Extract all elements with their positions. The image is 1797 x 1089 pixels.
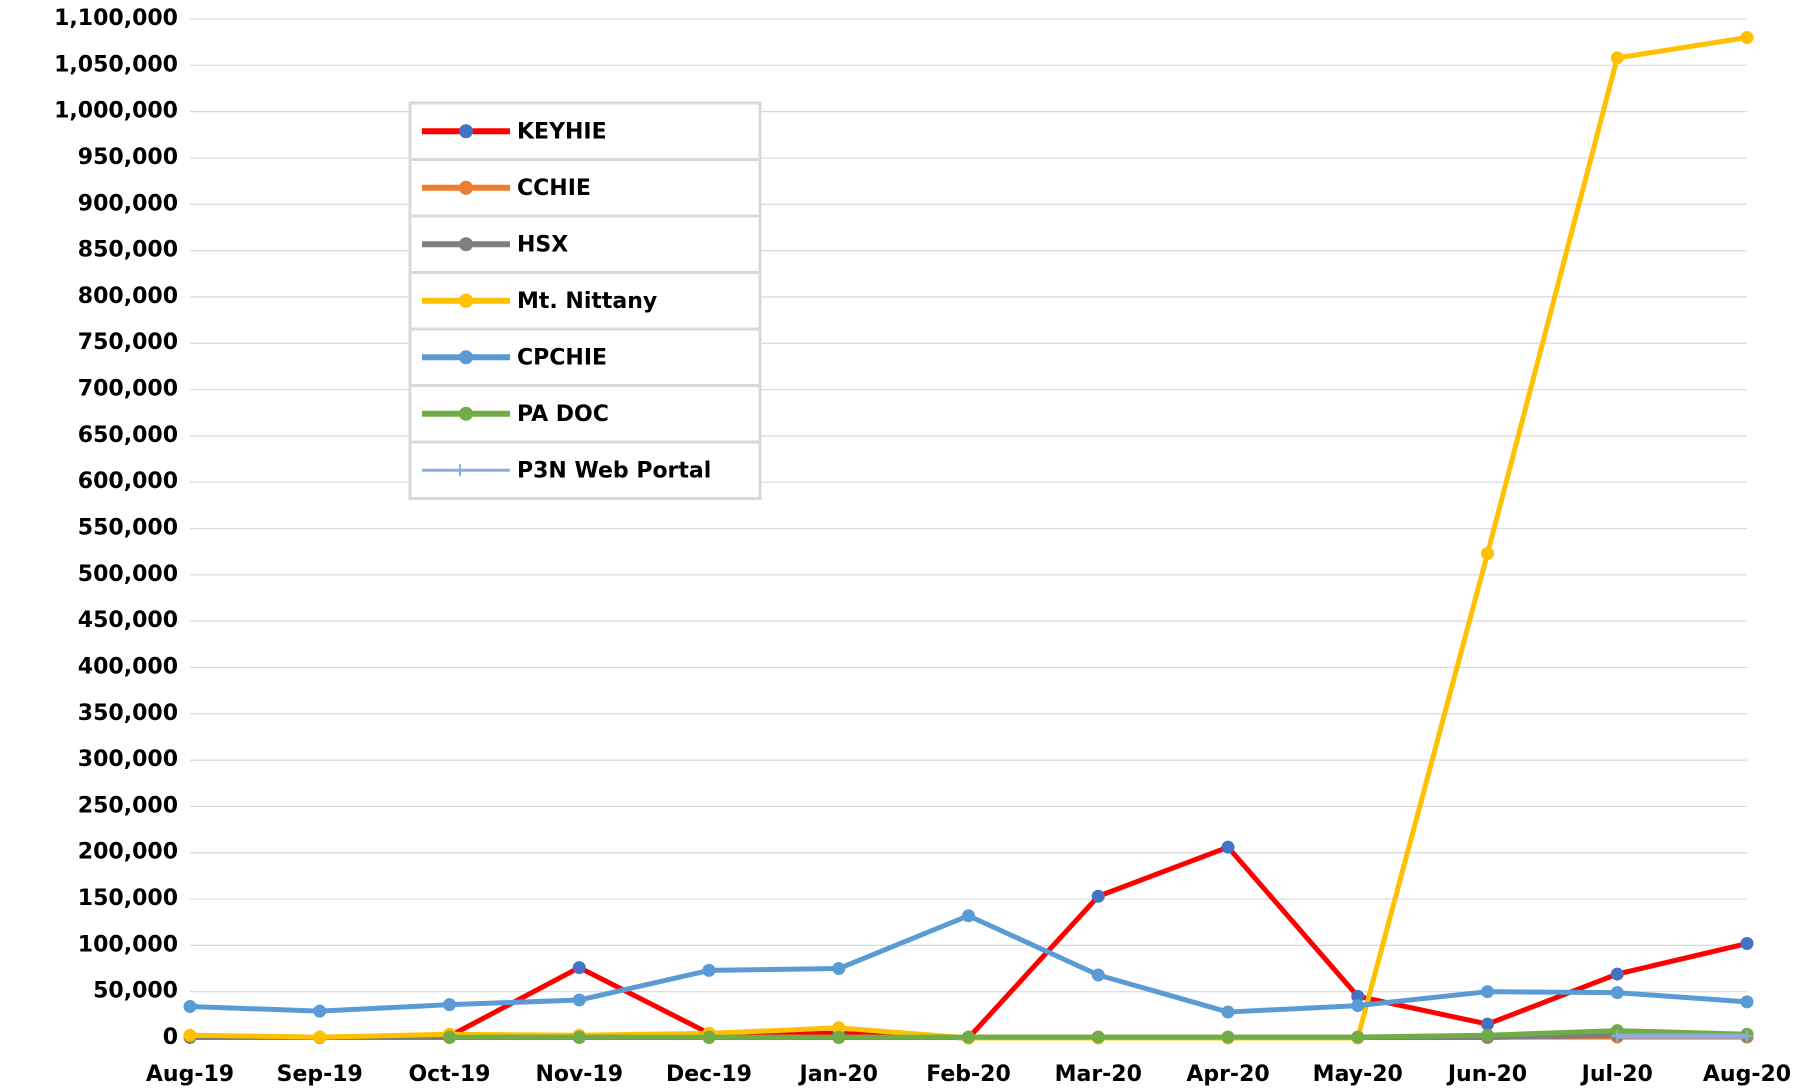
marker	[702, 1030, 716, 1044]
y-tick-label: 1,100,000	[54, 6, 178, 31]
marker	[1091, 1030, 1105, 1044]
marker	[313, 1004, 327, 1018]
legend-label: P3N Web Portal	[517, 458, 711, 483]
marker	[1611, 1030, 1624, 1043]
y-tick-label: 450,000	[78, 608, 178, 633]
marker	[183, 1028, 197, 1042]
series-line	[448, 844, 1748, 1041]
marker	[1221, 840, 1235, 854]
legend: KEYHIE CCHIE HSX Mt. Nittany CPCHIE PA DOC P3N…	[408, 101, 762, 500]
marker	[702, 963, 716, 977]
marker	[443, 998, 456, 1012]
legend-label: Mt. Nittany	[517, 289, 657, 314]
x-tick-label: Dec-19	[666, 1062, 752, 1087]
y-tick-label: 500,000	[78, 562, 178, 587]
marker	[572, 1030, 586, 1044]
marker	[832, 1021, 846, 1035]
marker	[1740, 995, 1754, 1009]
legend-marker	[459, 406, 473, 421]
marker	[1091, 889, 1105, 903]
x-tick-label: Aug-20	[1703, 1062, 1791, 1087]
marker	[1610, 967, 1624, 981]
y-tick-label: 400,000	[78, 654, 178, 679]
y-tick-label: 800,000	[78, 284, 178, 309]
legend-marker	[459, 350, 473, 365]
marker	[1481, 1028, 1494, 1042]
marker	[1481, 547, 1494, 561]
marker	[1610, 51, 1624, 65]
legend-marker	[459, 124, 473, 139]
y-tick-label: 650,000	[78, 423, 178, 448]
marker	[313, 1030, 327, 1044]
y-tick-label: 850,000	[78, 238, 178, 263]
x-tick-label: May-20	[1313, 1062, 1403, 1087]
marker	[1221, 1030, 1235, 1044]
y-tick-label: 1,050,000	[54, 52, 178, 77]
x-tick-label: Oct-19	[408, 1062, 490, 1087]
x-tick-label: Aug-19	[146, 1062, 234, 1087]
marker	[832, 1030, 846, 1044]
marker	[1481, 1017, 1494, 1031]
x-tick-label: Apr-20	[1186, 1062, 1269, 1087]
marker	[183, 1000, 197, 1014]
marker	[572, 961, 586, 975]
marker	[1221, 1005, 1235, 1019]
y-tick-label: 50,000	[93, 979, 178, 1004]
marker	[962, 1030, 975, 1044]
legend-label: PA DOC	[517, 402, 609, 427]
marker	[1740, 937, 1754, 951]
legend-marker	[459, 293, 473, 308]
marker	[1091, 968, 1105, 982]
y-tick-label: 700,000	[78, 377, 178, 402]
y-tick-label: 900,000	[78, 191, 178, 216]
legend-marker	[459, 237, 473, 252]
marker	[962, 909, 975, 923]
x-tick-label: Jun-20	[1446, 1062, 1527, 1087]
legend-label: HSX	[517, 232, 568, 257]
x-tick-label: Sep-19	[277, 1062, 363, 1087]
y-tick-label: 100,000	[78, 932, 178, 957]
y-tick-label: 550,000	[78, 516, 178, 541]
y-tick-label: 1,000,000	[54, 99, 178, 124]
y-tick-label: 250,000	[78, 793, 178, 818]
x-tick-label: Mar-20	[1055, 1062, 1142, 1087]
marker	[1741, 1030, 1753, 1043]
y-tick-label: 950,000	[78, 145, 178, 170]
y-tick-label: 600,000	[78, 469, 178, 494]
legend-marker	[459, 180, 473, 195]
x-tick-label: Jan-20	[798, 1062, 878, 1087]
x-tick-label: Feb-20	[926, 1062, 1011, 1087]
y-tick-label: 0	[163, 1025, 178, 1050]
y-tick-label: 150,000	[78, 886, 178, 911]
marker	[443, 1030, 456, 1044]
marker	[1351, 1030, 1365, 1044]
marker	[572, 993, 586, 1007]
y-tick-label: 350,000	[78, 701, 178, 726]
marker	[1740, 31, 1754, 45]
x-tick-label: Jul-20	[1580, 1062, 1653, 1087]
marker	[1351, 999, 1365, 1013]
legend-label: CPCHIE	[517, 345, 607, 370]
x-tick-label: Nov-19	[535, 1062, 623, 1087]
y-tick-label: 200,000	[78, 840, 178, 865]
marker	[832, 962, 846, 976]
legend-label: KEYHIE	[517, 119, 607, 144]
marker	[1481, 985, 1494, 999]
series-line	[189, 913, 1748, 1015]
y-tick-label: 300,000	[78, 747, 178, 772]
marker	[1351, 989, 1365, 1003]
marker	[1610, 986, 1624, 1000]
y-tick-label: 750,000	[78, 330, 178, 355]
legend-label: CCHIE	[517, 176, 591, 201]
